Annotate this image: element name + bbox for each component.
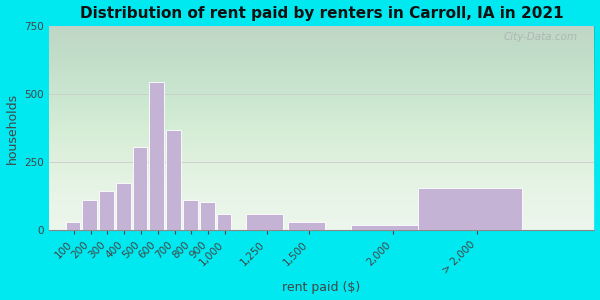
Bar [82, 200, 97, 230]
Text: City-Data.com: City-Data.com [504, 32, 578, 42]
Y-axis label: households: households [5, 93, 19, 164]
Bar [288, 222, 325, 230]
Bar [149, 82, 164, 230]
Bar [65, 222, 80, 230]
Bar [351, 225, 425, 230]
Bar [246, 214, 283, 230]
Bar [99, 191, 114, 230]
Bar [183, 200, 198, 230]
X-axis label: rent paid ($): rent paid ($) [283, 281, 361, 294]
Bar [418, 188, 521, 230]
Bar [200, 202, 215, 230]
Bar [217, 214, 232, 230]
Bar [116, 183, 131, 230]
Bar [166, 130, 181, 230]
Title: Distribution of rent paid by renters in Carroll, IA in 2021: Distribution of rent paid by renters in … [80, 6, 563, 21]
Bar [133, 147, 148, 230]
